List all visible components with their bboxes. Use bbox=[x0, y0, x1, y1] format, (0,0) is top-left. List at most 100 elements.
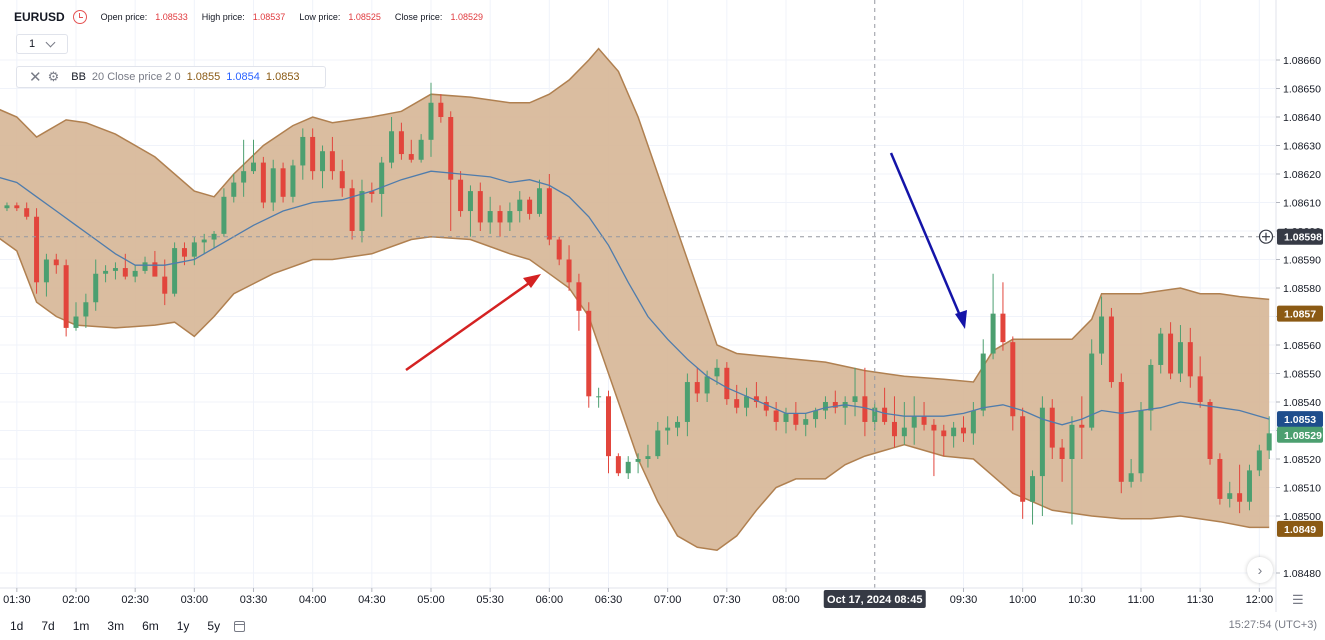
candle bbox=[260, 156, 266, 209]
candle bbox=[665, 416, 671, 445]
time-tick-label: 07:00 bbox=[654, 594, 682, 606]
candle bbox=[211, 231, 217, 249]
range-3m[interactable]: 3m bbox=[107, 619, 125, 633]
candle bbox=[1128, 459, 1134, 488]
price-tags: 1.08598 1.0857 1.0853 1.08529 1.0849 bbox=[1258, 228, 1323, 537]
candle bbox=[951, 421, 957, 448]
candle-body bbox=[1020, 416, 1026, 502]
candle bbox=[369, 182, 375, 203]
candle-body bbox=[1227, 493, 1233, 499]
open-label: Open price: bbox=[100, 12, 148, 22]
candle-body bbox=[1059, 447, 1065, 459]
candle bbox=[359, 179, 365, 243]
lower-band-tag-bg bbox=[1277, 520, 1323, 537]
symbol-name[interactable]: EURUSD bbox=[14, 10, 65, 24]
candle bbox=[467, 185, 473, 237]
time-tick-label: 03:30 bbox=[240, 594, 268, 606]
time-tick-label: 08:00 bbox=[772, 594, 800, 606]
time-tick-label: 02:30 bbox=[121, 594, 149, 606]
candle-body bbox=[211, 233, 217, 240]
chart-area[interactable]: 1.08660 1.08650 1.08640 1.08630 1.08620 1.086… bbox=[0, 0, 1325, 612]
candle bbox=[1148, 359, 1154, 431]
candle bbox=[744, 387, 750, 417]
candle bbox=[398, 122, 404, 160]
indicator-middle-value: 1.0854 bbox=[226, 71, 260, 83]
candle bbox=[408, 139, 414, 163]
candle-body bbox=[162, 276, 168, 294]
candle bbox=[477, 182, 483, 231]
candle-body bbox=[980, 353, 986, 411]
candle bbox=[428, 82, 434, 157]
candle bbox=[280, 162, 286, 203]
high-value: 1.08537 bbox=[252, 12, 286, 22]
scroll-right-button[interactable]: › bbox=[1247, 557, 1273, 583]
axis-settings-icon[interactable]: ☰ bbox=[1292, 592, 1304, 607]
candle-body bbox=[1000, 313, 1006, 343]
candle bbox=[43, 253, 49, 297]
indicator-legend: ✕ ⚙ BB 20 Close price 2 0 1.0855 1.0854 … bbox=[16, 66, 326, 88]
clock-icon[interactable] bbox=[72, 10, 87, 24]
candle bbox=[290, 159, 296, 203]
candle-body bbox=[497, 211, 503, 223]
range-5y[interactable]: 5y bbox=[207, 619, 221, 633]
range-6m[interactable]: 6m bbox=[142, 619, 159, 633]
price-tick-label: 1.08590 bbox=[1283, 255, 1321, 267]
last-price-tag-label: 1.08529 bbox=[1284, 430, 1322, 442]
candle bbox=[1256, 444, 1262, 477]
candle-body bbox=[645, 456, 651, 459]
candle bbox=[911, 396, 917, 445]
interval-select[interactable]: 1 bbox=[16, 34, 68, 54]
candle-body bbox=[438, 102, 444, 117]
range-1m[interactable]: 1m bbox=[72, 619, 90, 633]
range-1y[interactable]: 1y bbox=[176, 619, 190, 633]
candle bbox=[132, 265, 138, 283]
candle-body bbox=[596, 396, 602, 398]
candle bbox=[1010, 336, 1016, 431]
candle bbox=[724, 362, 730, 405]
candle-body bbox=[270, 168, 276, 203]
chevron-down-icon bbox=[45, 37, 56, 47]
candle bbox=[349, 179, 355, 240]
candle-body bbox=[665, 427, 671, 431]
price-tick-label: 1.08640 bbox=[1283, 112, 1321, 124]
candle-body bbox=[970, 410, 976, 434]
candle bbox=[172, 242, 178, 297]
candle-body bbox=[1079, 424, 1085, 428]
candle-body bbox=[635, 459, 641, 462]
time-axis[interactable]: 01:30 02:00 02:30 03:00 03:30 04:00 04:30 05:00… bbox=[0, 587, 1276, 608]
timezone-clock[interactable]: 15:27:54 (UTC+3) bbox=[1228, 619, 1317, 631]
candle bbox=[882, 387, 888, 425]
candle-body bbox=[398, 131, 404, 155]
candle-body bbox=[191, 242, 197, 257]
range-1d[interactable]: 1d bbox=[10, 619, 24, 633]
candle bbox=[1059, 439, 1065, 482]
range-7d[interactable]: 7d bbox=[41, 619, 55, 633]
candle bbox=[852, 367, 858, 417]
candle bbox=[270, 159, 276, 212]
candle bbox=[1069, 416, 1075, 525]
candle-body bbox=[1177, 342, 1183, 374]
candle bbox=[418, 134, 424, 163]
candle bbox=[694, 367, 700, 402]
close-icon[interactable]: ✕ bbox=[29, 68, 42, 86]
candle bbox=[1108, 307, 1114, 388]
candle bbox=[596, 387, 602, 408]
gear-icon[interactable]: ⚙ bbox=[47, 69, 60, 84]
candle bbox=[655, 421, 661, 459]
candle-body bbox=[872, 407, 878, 422]
candle-body bbox=[527, 199, 533, 214]
candle-body bbox=[408, 154, 414, 160]
calendar-icon[interactable] bbox=[234, 620, 246, 632]
candle bbox=[191, 236, 197, 266]
candle bbox=[34, 208, 40, 294]
candle-body bbox=[379, 162, 385, 194]
candle-body bbox=[882, 407, 888, 422]
candle-body bbox=[103, 270, 109, 274]
candle-body bbox=[1030, 476, 1036, 502]
candle bbox=[1227, 481, 1233, 508]
time-tick-label: 07:30 bbox=[713, 594, 741, 606]
candle-body bbox=[951, 427, 957, 437]
last-price-tag-bg bbox=[1277, 426, 1323, 443]
candle-body bbox=[615, 456, 621, 474]
candle-body bbox=[1217, 459, 1223, 499]
